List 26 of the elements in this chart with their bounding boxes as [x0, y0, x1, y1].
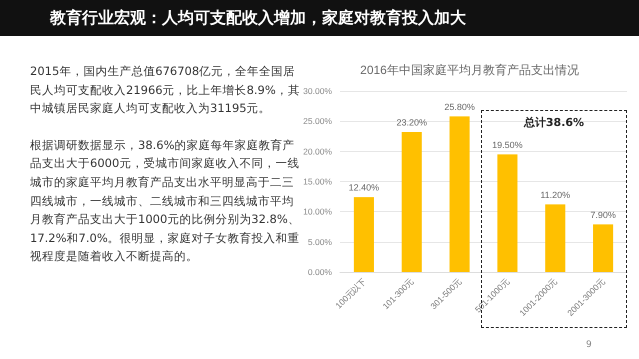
data-label: 25.80%: [444, 102, 475, 112]
data-label: 19.50%: [492, 140, 523, 150]
data-label: 23.20%: [396, 118, 428, 128]
y-tick-label: 30.00%: [303, 86, 332, 96]
y-tick-label: 25.00%: [303, 116, 332, 126]
y-tick-label: 5.00%: [308, 236, 332, 247]
bar: [402, 132, 422, 272]
bar: [497, 154, 518, 272]
text: 2015年，国内生产总值676708亿元，全年全国居民人均可支配收入21966元，比上年增长8.9%，其中城镇居民家庭人均可支配收入为31195元。: [30, 63, 301, 118]
data-label: 12.40%: [348, 182, 380, 193]
data-label: 7.90%: [590, 210, 616, 220]
chart-title: 教育行业宏观：人均可支配收入增加，家庭对教育投入加大: [0, 0, 639, 36]
y-tick-label: 10.00%: [303, 206, 332, 217]
bar: [450, 116, 470, 272]
bar: [354, 197, 374, 272]
y-tick-label: 20.00%: [303, 146, 332, 156]
y-tick-label: 15.00%: [303, 176, 332, 186]
text: 根据调研数据显示，38.6%的家庭每年家庭教育产品支出大于6000元，受城市间家庭收入不同，一线城市的家庭平均月教育产品支出水平明显高于二三四线城市，一线城市、二线城市和三四线城市平均月教育产品支出大于1000元的比例分别为32.8%、17.2%和7.0%。很明显，家庭对子女教育投入和重视程度是随着收入不断提高的。: [30, 136, 301, 266]
y-tick-label: 0.00%: [308, 267, 332, 277]
annotation: 总计38.6%: [522, 115, 586, 130]
text: 9: [586, 340, 592, 350]
bar: [545, 204, 566, 272]
bar: [593, 224, 614, 272]
chart-subtitle: 2016年中国家庭平均月教育产品支出情况: [360, 63, 579, 77]
x-tick-label: 100元以下: [333, 276, 368, 311]
data-label: 11.20%: [540, 190, 570, 200]
